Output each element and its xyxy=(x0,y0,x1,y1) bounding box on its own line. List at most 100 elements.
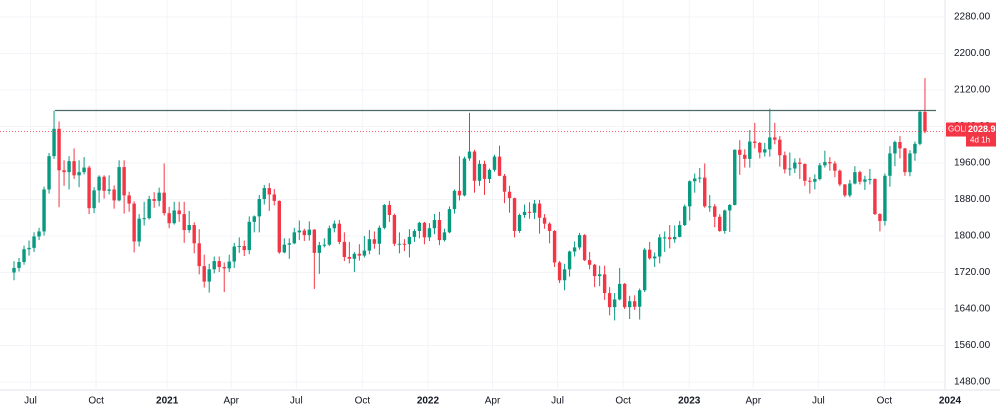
candle-body xyxy=(848,183,852,196)
candle-body xyxy=(627,301,632,308)
candle-body xyxy=(47,156,51,190)
candle-body xyxy=(487,169,492,179)
candle-body xyxy=(813,178,817,182)
candle-body xyxy=(773,137,777,140)
candle-body xyxy=(392,215,397,244)
candle-body xyxy=(662,237,667,239)
candle-body xyxy=(517,215,522,231)
candle-body xyxy=(252,216,256,222)
candle-body xyxy=(32,236,36,248)
candle-body xyxy=(287,243,291,245)
candle-body xyxy=(522,211,527,216)
candle-body xyxy=(708,206,712,208)
candle-body xyxy=(537,203,542,218)
x-tick-label: Jul xyxy=(812,396,825,407)
candle-body xyxy=(713,206,717,217)
candle-body xyxy=(342,241,347,257)
price-label: 2028.98 xyxy=(968,124,1000,134)
candle-body xyxy=(853,172,857,184)
candle-body xyxy=(863,179,867,182)
candle-body xyxy=(878,214,882,221)
candle-body xyxy=(107,189,111,191)
candle-body xyxy=(17,262,21,268)
candle-body xyxy=(492,156,497,170)
candle-body xyxy=(923,111,927,132)
candle-body xyxy=(738,149,742,155)
candle-body xyxy=(532,203,537,213)
candle-body xyxy=(202,266,206,282)
candle-body xyxy=(72,161,76,176)
y-tick-label: 1960.00 xyxy=(954,158,991,169)
candle-body xyxy=(137,218,141,242)
candle-body xyxy=(547,223,552,231)
candle-body xyxy=(217,261,221,268)
candle-body xyxy=(167,213,171,224)
candle-body xyxy=(462,158,467,196)
candle-body xyxy=(793,162,797,169)
candle-body xyxy=(212,261,216,270)
candle-body xyxy=(12,267,16,273)
candle-body xyxy=(247,221,251,251)
candle-body xyxy=(683,206,687,226)
candle-body xyxy=(572,247,577,252)
candle-body xyxy=(672,236,677,240)
candle-body xyxy=(577,235,582,248)
candle-body xyxy=(637,290,642,307)
y-tick-label: 1480.00 xyxy=(954,377,991,388)
candle-body xyxy=(262,188,266,200)
candle-body xyxy=(302,230,307,236)
candle-body xyxy=(62,170,66,173)
candle-body xyxy=(197,243,201,267)
candle-body xyxy=(132,203,136,242)
candle-body xyxy=(112,189,116,201)
candle-body xyxy=(868,178,872,180)
candle-body xyxy=(728,204,732,211)
x-tick-label: 2023 xyxy=(678,396,701,407)
candle-body xyxy=(172,210,176,224)
candle-body xyxy=(427,228,432,238)
candle-body xyxy=(417,222,422,231)
x-tick-label: Jul xyxy=(24,396,37,407)
x-tick-label: 2021 xyxy=(156,396,179,407)
candle-body xyxy=(442,232,447,241)
candle-body xyxy=(142,218,146,220)
candle-body xyxy=(873,178,877,215)
candle-body xyxy=(377,227,382,244)
candle-body xyxy=(497,156,502,176)
x-tick-label: Oct xyxy=(355,396,371,407)
candle-body xyxy=(37,231,41,237)
y-tick-label: 1880.00 xyxy=(954,194,991,205)
candle-body xyxy=(642,249,647,291)
candle-body xyxy=(272,194,276,201)
candle-body xyxy=(898,142,902,149)
candle-body xyxy=(407,236,412,245)
candle-body xyxy=(182,214,186,231)
candle-body xyxy=(292,232,297,244)
candle-body xyxy=(903,148,907,173)
candle-body xyxy=(612,299,617,308)
candle-body xyxy=(397,243,402,245)
candle-body xyxy=(617,283,622,300)
candle-body xyxy=(102,176,106,191)
candle-body xyxy=(92,190,96,209)
candle-body xyxy=(763,149,767,153)
candle-body xyxy=(632,301,637,307)
x-tick-label: Oct xyxy=(88,396,104,407)
candle-body xyxy=(347,256,352,259)
candle-body xyxy=(187,225,191,231)
y-tick-label: 1560.00 xyxy=(954,340,991,351)
candle-body xyxy=(207,269,211,282)
candle-body xyxy=(918,111,922,144)
candle-body xyxy=(883,175,887,221)
candle-body xyxy=(317,245,322,253)
candle-body xyxy=(177,210,181,215)
candle-body xyxy=(567,251,572,270)
candle-body xyxy=(823,162,827,166)
candle-body xyxy=(587,260,592,265)
candle-body xyxy=(808,180,812,182)
candle-body xyxy=(412,230,417,237)
candle-body xyxy=(222,267,226,269)
candle-body xyxy=(67,161,71,173)
candle-body xyxy=(893,142,897,154)
candle-body xyxy=(457,190,462,196)
